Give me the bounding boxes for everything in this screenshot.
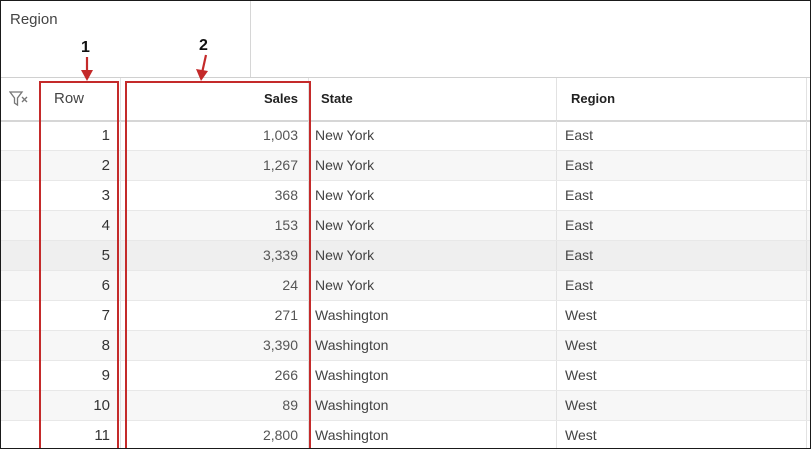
row-number-cell: 10 <box>39 391 121 420</box>
region-cell[interactable]: West <box>557 421 807 448</box>
table-row[interactable]: 2 1,267 New York East <box>1 151 810 181</box>
region-filter-panel[interactable]: Region <box>1 1 251 77</box>
sales-cell[interactable]: 2,800 <box>121 421 309 448</box>
filter-toggle[interactable] <box>1 78 39 120</box>
row-number-cell: 5 <box>39 241 121 270</box>
state-cell[interactable]: New York <box>309 151 557 180</box>
filter-panel-area: Region <box>1 1 810 77</box>
callout-arrow-1-icon <box>81 57 93 81</box>
callout-label-2: 2 <box>199 37 208 54</box>
region-cell[interactable]: East <box>557 241 807 270</box>
column-header-row[interactable]: Row <box>39 78 121 120</box>
row-number-cell: 11 <box>39 421 121 448</box>
state-cell[interactable]: Washington <box>309 301 557 330</box>
column-header-region[interactable]: Region <box>557 78 807 120</box>
state-cell[interactable]: Washington <box>309 331 557 360</box>
region-cell[interactable]: West <box>557 391 807 420</box>
table-header: Row Sales State Region <box>1 77 810 122</box>
region-cell[interactable]: East <box>557 181 807 210</box>
state-cell[interactable]: New York <box>309 211 557 240</box>
row-number-cell: 2 <box>39 151 121 180</box>
region-cell[interactable]: West <box>557 331 807 360</box>
row-number-cell: 1 <box>39 121 121 150</box>
callout-arrow-2-icon <box>196 54 208 81</box>
region-cell[interactable]: East <box>557 271 807 300</box>
sales-cell[interactable]: 3,390 <box>121 331 309 360</box>
table-row[interactable]: 5 3,339 New York East <box>1 241 810 271</box>
sales-cell[interactable]: 153 <box>121 211 309 240</box>
callout-label-1: 1 <box>81 39 90 56</box>
sales-cell[interactable]: 266 <box>121 361 309 390</box>
filter-icon[interactable] <box>9 90 29 108</box>
region-cell[interactable]: East <box>557 121 807 150</box>
state-cell[interactable]: New York <box>309 121 557 150</box>
table-row[interactable]: 7 271 Washington West <box>1 301 810 331</box>
column-header-state[interactable]: State <box>309 78 557 120</box>
table-row[interactable]: 6 24 New York East <box>1 271 810 301</box>
region-cell[interactable]: East <box>557 211 807 240</box>
region-panel-title: Region <box>10 11 58 28</box>
row-number-cell: 6 <box>39 271 121 300</box>
table-row[interactable]: 4 153 New York East <box>1 211 810 241</box>
table-body: 1 1,003 New York East 2 1,267 New York E… <box>1 121 810 448</box>
row-number-cell: 8 <box>39 331 121 360</box>
row-number-cell: 4 <box>39 211 121 240</box>
sales-cell[interactable]: 1,003 <box>121 121 309 150</box>
table-row[interactable]: 11 2,800 Washington West <box>1 421 810 448</box>
table-row[interactable]: 10 89 Washington West <box>1 391 810 421</box>
row-number-cell: 7 <box>39 301 121 330</box>
state-cell[interactable]: Washington <box>309 391 557 420</box>
table-row[interactable]: 3 368 New York East <box>1 181 810 211</box>
region-cell[interactable]: West <box>557 301 807 330</box>
row-number-cell: 9 <box>39 361 121 390</box>
state-cell[interactable]: New York <box>309 271 557 300</box>
row-number-cell: 3 <box>39 181 121 210</box>
column-header-sales[interactable]: Sales <box>121 78 309 120</box>
state-cell[interactable]: New York <box>309 181 557 210</box>
state-cell[interactable]: Washington <box>309 361 557 390</box>
table-row[interactable]: 9 266 Washington West <box>1 361 810 391</box>
sales-cell[interactable]: 368 <box>121 181 309 210</box>
region-cell[interactable]: East <box>557 151 807 180</box>
sales-cell[interactable]: 271 <box>121 301 309 330</box>
sales-cell[interactable]: 3,339 <box>121 241 309 270</box>
region-cell[interactable]: West <box>557 361 807 390</box>
sales-cell[interactable]: 24 <box>121 271 309 300</box>
table-row[interactable]: 8 3,390 Washington West <box>1 331 810 361</box>
state-cell[interactable]: New York <box>309 241 557 270</box>
sales-cell[interactable]: 1,267 <box>121 151 309 180</box>
table-row[interactable]: 1 1,003 New York East <box>1 121 810 151</box>
sales-cell[interactable]: 89 <box>121 391 309 420</box>
state-cell[interactable]: Washington <box>309 421 557 448</box>
